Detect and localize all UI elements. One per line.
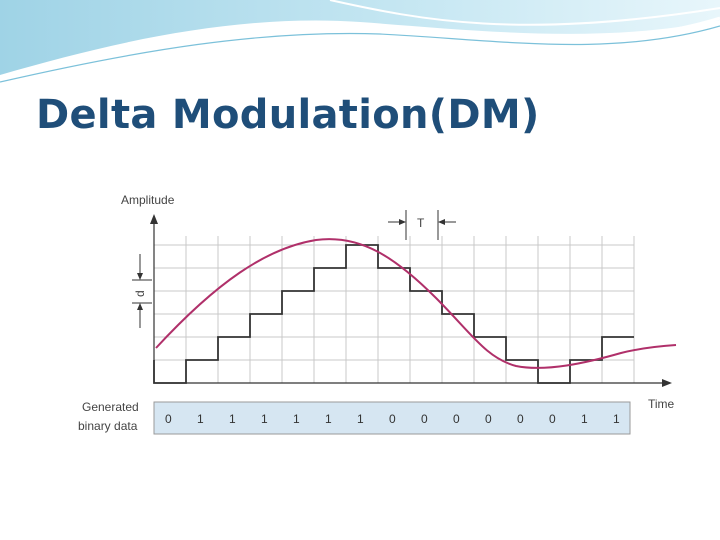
analog-signal <box>155 238 677 369</box>
delta-modulation-diagram: Amplitude Time T d Generated binary data… <box>78 193 677 435</box>
step-size-marker: d <box>132 254 152 328</box>
bit-value: 1 <box>581 412 588 426</box>
bit-value: 0 <box>421 412 428 426</box>
step-label: d <box>133 290 147 297</box>
bit-value: 1 <box>197 412 204 426</box>
bit-value: 0 <box>165 412 172 426</box>
bit-value: 0 <box>517 412 524 426</box>
bit-value: 1 <box>357 412 364 426</box>
bit-value: 1 <box>293 412 300 426</box>
bit-value: 1 <box>613 412 620 426</box>
bit-value: 0 <box>389 412 396 426</box>
header-banner <box>0 0 720 83</box>
row-label-line2: binary data <box>78 419 138 433</box>
period-marker: T <box>388 210 456 240</box>
bit-value: 0 <box>485 412 492 426</box>
slide-title: Delta Modulation(DM) <box>36 92 540 138</box>
bit-value: 1 <box>325 412 332 426</box>
row-label-line1: Generated <box>82 400 139 414</box>
grid <box>153 236 635 384</box>
y-axis-arrow <box>150 214 158 224</box>
staircase-signal <box>153 244 634 384</box>
x-axis-arrow <box>662 379 672 387</box>
bit-value: 0 <box>549 412 556 426</box>
bit-value: 0 <box>453 412 460 426</box>
bit-value: 1 <box>261 412 268 426</box>
period-label: T <box>417 216 425 230</box>
binary-bits: 0 1 1 1 1 1 1 0 0 0 0 0 0 1 1 <box>165 412 620 426</box>
x-axis-label: Time <box>648 397 675 411</box>
bit-value: 1 <box>229 412 236 426</box>
y-axis-label: Amplitude <box>121 193 175 207</box>
binary-data-row <box>153 401 631 435</box>
